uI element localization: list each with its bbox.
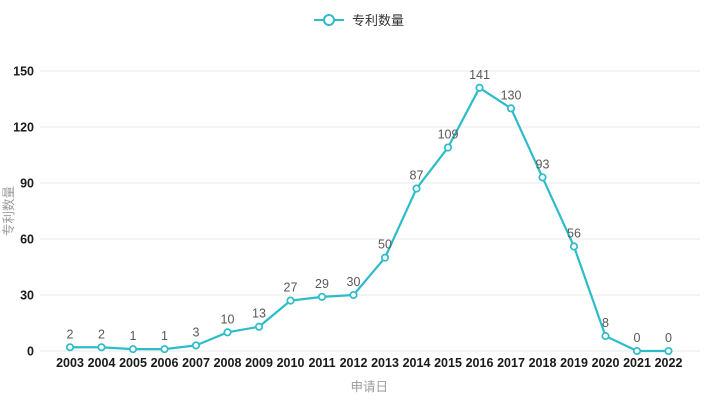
- x-tick-label: 2009: [245, 356, 273, 370]
- data-point[interactable]: [380, 253, 390, 262]
- data-label: 87: [410, 169, 424, 183]
- y-tick-label: 120: [13, 121, 34, 135]
- data-label: 56: [567, 226, 581, 240]
- x-tick-label: 2003: [56, 356, 84, 370]
- data-label: 50: [378, 238, 392, 252]
- chart-legend: 专利数量: [0, 10, 717, 29]
- x-tick-label: 2005: [119, 356, 147, 370]
- x-tick-label: 2012: [340, 356, 368, 370]
- y-tick-label: 60: [20, 233, 34, 247]
- data-point[interactable]: [286, 296, 295, 305]
- data-label: 130: [501, 88, 522, 102]
- data-point[interactable]: [97, 343, 106, 352]
- legend-line-marker-icon: [313, 13, 344, 26]
- data-point[interactable]: [538, 173, 547, 182]
- x-tick-label: 2007: [182, 356, 210, 370]
- data-label: 8: [602, 316, 609, 330]
- data-label: 141: [469, 68, 490, 82]
- series-line: [68, 86, 670, 353]
- data-point[interactable]: [317, 292, 327, 301]
- data-label: 27: [284, 281, 298, 295]
- x-tick-label: 2019: [560, 356, 588, 370]
- data-label: 1: [161, 329, 168, 343]
- data-label: 10: [221, 312, 235, 326]
- y-tick-label: 0: [27, 345, 34, 359]
- data-point[interactable]: [128, 345, 138, 354]
- x-tick-label: 2013: [371, 356, 399, 370]
- data-point[interactable]: [349, 290, 358, 300]
- legend-label: 专利数量: [351, 13, 404, 28]
- data-label: 0: [634, 331, 641, 345]
- x-tick-label: 2016: [466, 356, 494, 370]
- data-label: 2: [67, 327, 74, 341]
- data-label: 109: [438, 128, 459, 142]
- x-tick-label: 2008: [214, 356, 242, 370]
- data-point[interactable]: [601, 332, 610, 341]
- y-tick-label: 150: [13, 65, 34, 79]
- y-axis-title: 专利数量: [1, 186, 16, 236]
- y-tick-label: 30: [20, 289, 34, 303]
- legend-item-patent-count[interactable]: 专利数量: [313, 10, 404, 29]
- x-tick-label: 2021: [623, 356, 651, 370]
- data-label: 29: [315, 277, 329, 291]
- data-point[interactable]: [223, 328, 232, 337]
- data-point[interactable]: [160, 345, 169, 354]
- data-point[interactable]: [65, 343, 75, 352]
- data-label: 13: [252, 307, 266, 321]
- x-tick-label: 2015: [434, 356, 462, 370]
- data-label: 30: [347, 275, 361, 289]
- x-tick-label: 2022: [655, 356, 683, 370]
- data-label: 3: [193, 325, 200, 339]
- data-point[interactable]: [443, 143, 453, 152]
- data-label: 93: [536, 157, 550, 171]
- x-tick-label: 2020: [592, 356, 620, 370]
- x-tick-label: 2004: [88, 356, 116, 370]
- x-tick-label: 2017: [497, 356, 525, 370]
- x-tick-label: 2018: [529, 356, 557, 370]
- x-tick-label: 2011: [308, 356, 335, 370]
- x-axis-title: 申请日: [350, 380, 388, 394]
- data-point[interactable]: [475, 83, 484, 92]
- data-point[interactable]: [506, 104, 516, 113]
- x-tick-label: 2010: [277, 356, 305, 370]
- data-point[interactable]: [412, 184, 421, 193]
- data-point[interactable]: [254, 322, 264, 331]
- data-label: 2: [98, 327, 105, 341]
- data-point[interactable]: [191, 341, 201, 350]
- data-point[interactable]: [664, 346, 673, 356]
- data-point[interactable]: [632, 346, 642, 356]
- data-label: 0: [665, 331, 672, 345]
- y-tick-label: 90: [20, 177, 34, 191]
- x-tick-label: 2006: [151, 356, 179, 370]
- x-tick-label: 2014: [403, 356, 431, 370]
- data-point[interactable]: [569, 242, 579, 251]
- data-label: 1: [130, 329, 137, 343]
